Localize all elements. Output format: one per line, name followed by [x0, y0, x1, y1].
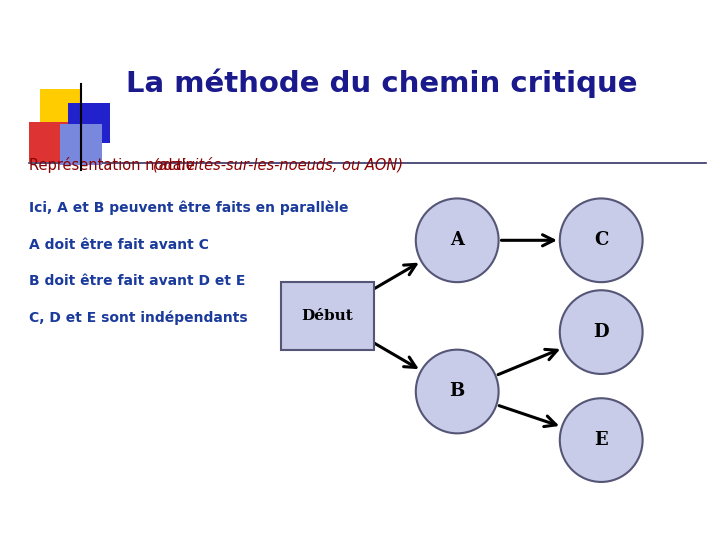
Text: E: E	[595, 431, 608, 449]
FancyBboxPatch shape	[60, 124, 102, 165]
Ellipse shape	[416, 198, 498, 282]
Text: La méthode du chemin critique: La méthode du chemin critique	[126, 69, 637, 98]
Text: A: A	[450, 231, 464, 249]
FancyBboxPatch shape	[281, 282, 374, 350]
Ellipse shape	[560, 291, 642, 374]
Text: C, D et E sont indépendants: C, D et E sont indépendants	[29, 311, 248, 325]
Text: Début: Début	[302, 309, 354, 323]
Text: B doit être fait avant D et E: B doit être fait avant D et E	[29, 274, 246, 288]
FancyBboxPatch shape	[29, 122, 71, 162]
Text: B: B	[449, 382, 465, 401]
Text: C: C	[594, 231, 608, 249]
Ellipse shape	[416, 350, 498, 433]
FancyBboxPatch shape	[40, 89, 81, 130]
Text: Ici, A et B peuvent être faits en parallèle: Ici, A et B peuvent être faits en parall…	[29, 201, 348, 215]
Text: D: D	[593, 323, 609, 341]
FancyBboxPatch shape	[68, 103, 110, 143]
Ellipse shape	[560, 198, 642, 282]
Ellipse shape	[560, 399, 642, 482]
Text: (activités-sur-les-noeuds, ou AON): (activités-sur-les-noeuds, ou AON)	[153, 157, 402, 172]
Text: Représentation nodale: Représentation nodale	[29, 157, 199, 173]
Text: A doit être fait avant C: A doit être fait avant C	[29, 238, 209, 252]
